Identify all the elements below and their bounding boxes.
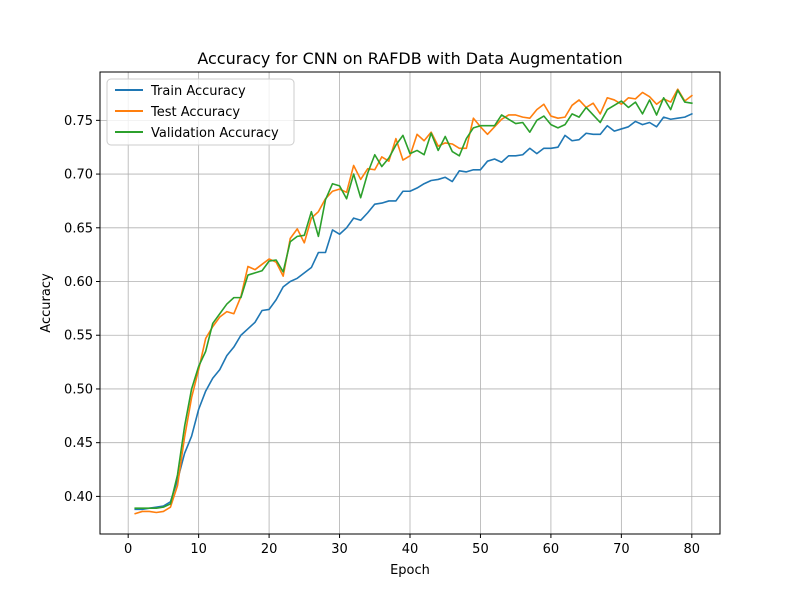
x-tick-label: 0	[124, 542, 132, 557]
y-axis-label: Accuracy	[39, 273, 54, 333]
y-tick-label: 0.65	[64, 221, 93, 236]
legend-label-validation: Validation Accuracy	[151, 126, 279, 141]
axis-ticks: 0 10 20 30 40 50 60 70 80 0.40 0.45 0.50 0.55 0.60 0.6…	[64, 114, 700, 557]
y-tick-label: 0.60	[64, 275, 93, 290]
x-tick-label: 80	[684, 542, 701, 557]
y-tick-label: 0.50	[64, 382, 93, 397]
y-tick-label: 0.45	[64, 436, 93, 451]
y-tick-label: 0.70	[64, 168, 93, 183]
legend-box	[106, 78, 295, 146]
legend-label-train: Train Accuracy	[150, 84, 246, 99]
grid	[100, 72, 720, 534]
chart-title: Accuracy for CNN on RAFDB with Data Augm…	[197, 49, 622, 68]
legend-label-test: Test Accuracy	[150, 105, 240, 120]
x-tick-label: 20	[261, 542, 278, 557]
x-tick-label: 10	[190, 542, 207, 557]
series-lines	[134, 88, 693, 515]
series-line-train-accuracy	[134, 112, 693, 511]
y-tick-label: 0.75	[64, 114, 93, 129]
legend: Train Accuracy Test Accuracy Validation …	[106, 78, 295, 146]
y-tick-label: 0.40	[64, 490, 93, 505]
x-tick-label: 70	[613, 542, 630, 557]
series-line-validation-accuracy	[134, 89, 693, 510]
x-tick-label: 40	[402, 542, 419, 557]
y-tick-label: 0.55	[64, 329, 93, 344]
x-tick-label: 60	[543, 542, 560, 557]
series-line-test-accuracy	[134, 88, 693, 515]
x-tick-label: 50	[472, 542, 489, 557]
x-axis-label: Epoch	[390, 563, 430, 578]
x-tick-label: 30	[331, 542, 348, 557]
